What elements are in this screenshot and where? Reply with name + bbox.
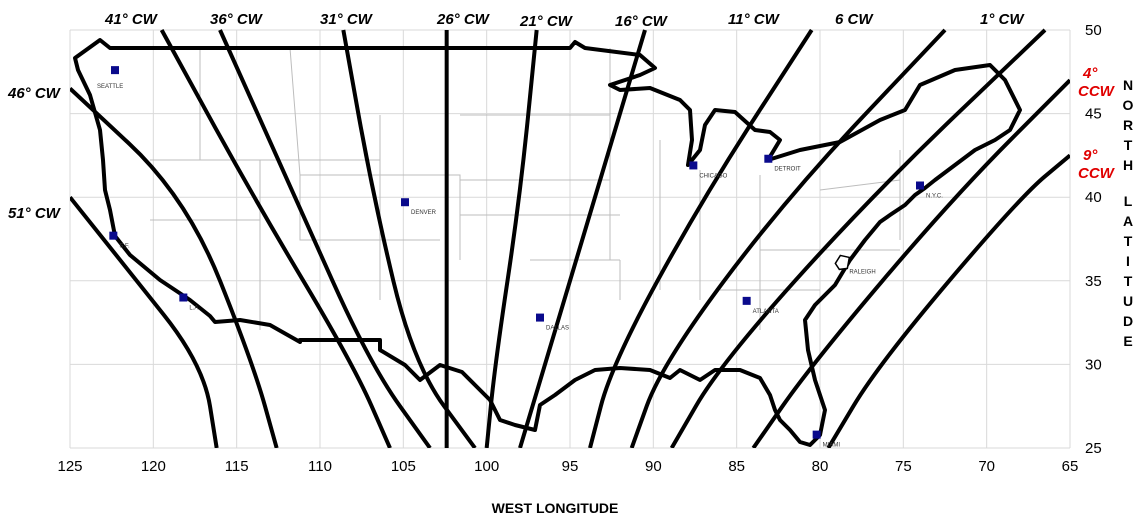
city-label: DENVER xyxy=(411,210,437,216)
city-marker xyxy=(742,296,751,305)
x-tick-label: 90 xyxy=(645,458,662,475)
x-tick-label: 65 xyxy=(1062,458,1079,475)
x-tick-label: 85 xyxy=(728,458,745,475)
curve-label: 4° xyxy=(1082,65,1098,82)
declination-curve xyxy=(629,28,947,448)
y-tick-label: 35 xyxy=(1085,273,1102,290)
y-tick-label: 30 xyxy=(1085,356,1102,373)
curve-label: 21° CW xyxy=(519,13,574,30)
city-label: N.Y.C. xyxy=(926,193,943,199)
y-axis-title-letter: A xyxy=(1123,213,1133,229)
city-marker xyxy=(401,198,409,207)
curve-label: 41° CW xyxy=(104,11,159,28)
cities: SEATTLE S.F. L.A. DENVER DALLAS CHICAGO DETROI… xyxy=(97,66,943,449)
curve-label: 16° CW xyxy=(615,13,669,30)
curve-label: 31° CW xyxy=(320,11,374,28)
city-label: SEATTLE xyxy=(97,84,123,90)
declination-curve xyxy=(484,29,539,448)
x-tick-label: 110 xyxy=(308,458,332,475)
y-tick-label: 40 xyxy=(1085,189,1102,206)
raleigh-marker xyxy=(834,254,851,271)
curve-label: 26° CW xyxy=(436,11,491,28)
declination-curve xyxy=(70,195,219,448)
curve-label-unit: CCW xyxy=(1078,165,1116,182)
y-axis-title-letter: E xyxy=(1123,333,1132,349)
x-axis-title: WEST LONGITUDE xyxy=(492,500,619,515)
x-tick-label: 75 xyxy=(895,458,912,475)
y-tick-label: 25 xyxy=(1085,440,1102,457)
x-tick-label: 125 xyxy=(57,458,82,475)
x-tick-label: 70 xyxy=(978,458,995,475)
y-tick-label: 50 xyxy=(1085,22,1102,39)
city-marker xyxy=(179,293,188,302)
city-marker xyxy=(536,313,544,322)
curve-label: 51° CW xyxy=(8,205,62,222)
city-marker xyxy=(764,154,773,163)
y-axis-title-letter: N xyxy=(1123,77,1133,93)
y-axis-title-letter: R xyxy=(1123,117,1133,133)
y-axis-title-letter: I xyxy=(1126,253,1130,269)
grid xyxy=(69,29,1071,449)
x-tick-label: 100 xyxy=(474,458,499,475)
axis-ticks: 125 120 115 110 105 100 95 90 85 80 75 70 65 25 30 35 40… xyxy=(57,22,1101,475)
city-label: CHICAGO xyxy=(699,173,727,179)
city-label: MIAMI xyxy=(823,443,841,449)
declination-curve xyxy=(70,87,279,448)
declination-curve xyxy=(159,29,392,448)
declination-curve xyxy=(341,29,477,448)
city-marker xyxy=(916,181,924,190)
x-tick-label: 105 xyxy=(391,458,416,475)
declination-curves xyxy=(70,28,1070,448)
declination-curve xyxy=(669,28,1047,448)
city-marker xyxy=(109,231,118,240)
declination-curve xyxy=(826,153,1070,448)
city-marker xyxy=(812,430,821,439)
y-axis-title-letter: L xyxy=(1124,193,1133,209)
y-axis-title-letter: T xyxy=(1124,233,1133,249)
y-axis-title-letter: H xyxy=(1123,157,1133,173)
curve-label: 11° CW xyxy=(728,11,781,28)
curve-label: 46° CW xyxy=(7,85,62,102)
curve-label-unit: CCW xyxy=(1078,83,1116,100)
x-tick-label: 120 xyxy=(141,458,166,475)
declination-curve xyxy=(518,29,647,448)
curve-label: 6 CW xyxy=(835,11,874,28)
city-marker xyxy=(111,66,119,75)
city-label: L.A. xyxy=(189,306,200,312)
curve-label: 9° xyxy=(1083,147,1098,164)
y-axis-title-letter: U xyxy=(1123,293,1133,309)
city-label: RALEIGH xyxy=(849,269,875,275)
city-marker xyxy=(689,161,698,170)
city-label: DETROIT xyxy=(774,167,801,173)
city-label: DALLAS xyxy=(546,326,569,332)
declination-curve xyxy=(588,28,814,448)
curve-label: 1° CW xyxy=(980,11,1025,28)
curve-labels: 41° CW 36° CW 31° CW 26° CW 21° CW 16° CW 11° … xyxy=(7,11,1116,222)
declination-curve xyxy=(218,29,432,448)
x-tick-label: 80 xyxy=(812,458,829,475)
curve-label: 36° CW xyxy=(210,11,264,28)
y-axis-title-letter: O xyxy=(1123,97,1134,113)
y-axis-title-letter: T xyxy=(1124,137,1133,153)
x-tick-label: 115 xyxy=(225,458,249,475)
x-tick-label: 95 xyxy=(562,458,579,475)
y-tick-label: 45 xyxy=(1085,106,1102,123)
city-label: ATLANTA xyxy=(753,309,779,315)
y-axis-title-letter: D xyxy=(1123,313,1133,329)
city-label: S.F. xyxy=(119,244,130,250)
y-axis-title-letter: T xyxy=(1124,273,1133,289)
declination-curve xyxy=(751,78,1070,448)
